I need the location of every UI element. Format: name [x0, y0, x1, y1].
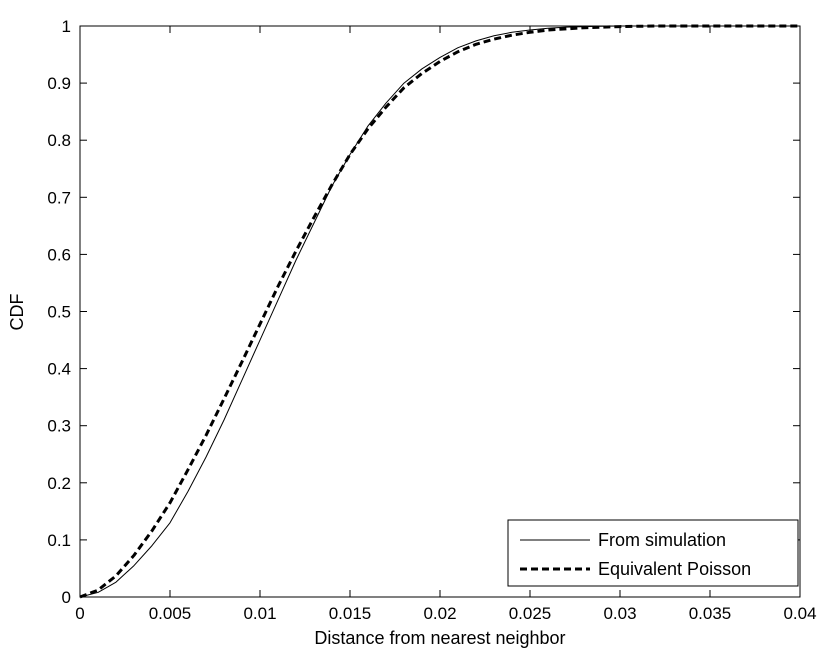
y-tick-label: 0.8 [47, 131, 71, 150]
y-tick-label: 0.2 [47, 474, 71, 493]
x-tick-label: 0.035 [689, 604, 732, 623]
series-line-equivalent-poisson [79, 24, 800, 599]
y-tick-label: 0.4 [47, 360, 71, 379]
x-tick-label: 0.02 [423, 604, 456, 623]
y-tick-label: 0.1 [47, 531, 71, 550]
x-axis-label: Distance from nearest neighbor [314, 628, 565, 648]
y-tick-label: 1 [62, 17, 71, 36]
y-tick-label: 0.9 [47, 74, 71, 93]
x-tick-label: 0.04 [783, 604, 816, 623]
y-tick-label: 0.3 [47, 417, 71, 436]
legend-box [507, 519, 799, 587]
x-tick-label: 0.025 [509, 604, 552, 623]
x-tick-label: 0.005 [149, 604, 192, 623]
legend-label-from-simulation: From simulation [598, 530, 726, 550]
x-tick-label: 0.03 [603, 604, 636, 623]
legend-label-equivalent-poisson: Equivalent Poisson [598, 559, 751, 579]
plot-area: 0 0.005 0.01 0.015 0.02 0.025 0.03 0.035 0.04 0 0.… [47, 17, 816, 623]
x-tick-label: 0.015 [329, 604, 372, 623]
y-tick-label: 0 [62, 588, 71, 607]
y-tick-label: 0.7 [47, 188, 71, 207]
y-tick-label: 0.5 [47, 303, 71, 322]
x-tick-label: 0.01 [243, 604, 276, 623]
y-tick-label: 0.6 [47, 245, 71, 264]
y-axis-label: CDF [7, 294, 27, 331]
legend: From simulation Equivalent Poisson [507, 519, 799, 587]
x-tick-label: 0 [75, 604, 84, 623]
